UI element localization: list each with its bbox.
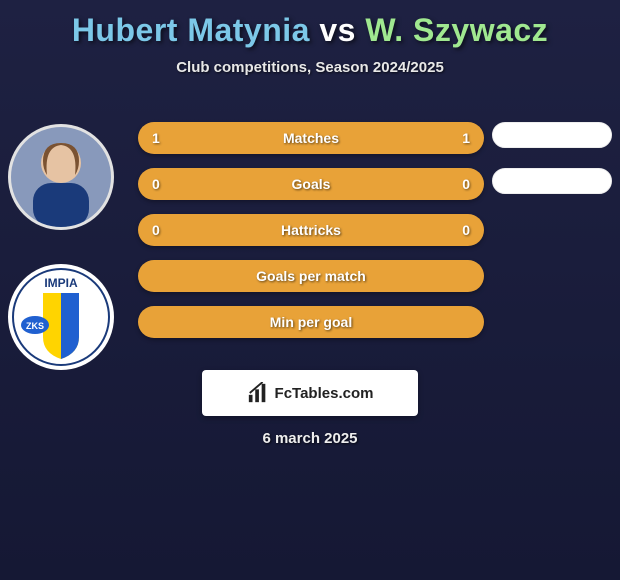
- stats-column: 1 Matches 1 0 Goals 0 0 Hattricks 0 Goal…: [138, 122, 484, 352]
- person-icon: [11, 127, 111, 227]
- subtitle: Club competitions, Season 2024/2025: [0, 59, 620, 76]
- club-crest-icon: IMPIA ZKS: [11, 267, 111, 367]
- stat-label: Goals: [138, 176, 484, 192]
- stat-row-goals-per-match: Goals per match: [138, 260, 484, 292]
- stat-label: Goals per match: [138, 268, 484, 284]
- logo-text: FcTables.com: [275, 385, 374, 402]
- title-player2: W. Szywacz: [365, 12, 548, 48]
- avatars-column: IMPIA ZKS: [8, 124, 118, 404]
- player1-avatar: [8, 124, 114, 230]
- stat-row-matches: 1 Matches 1: [138, 122, 484, 154]
- fctables-logo[interactable]: FcTables.com: [202, 370, 418, 416]
- stat-label: Hattricks: [138, 222, 484, 238]
- pills-column: [492, 122, 612, 214]
- pill-matches: [492, 122, 612, 148]
- pill-goals: [492, 168, 612, 194]
- date-label: 6 march 2025: [0, 430, 620, 447]
- title-player1: Hubert Matynia: [72, 12, 310, 48]
- stat-row-goals: 0 Goals 0: [138, 168, 484, 200]
- stat-row-hattricks: 0 Hattricks 0: [138, 214, 484, 246]
- page-title: Hubert Matynia vs W. Szywacz: [0, 0, 620, 49]
- stat-row-min-per-goal: Min per goal: [138, 306, 484, 338]
- title-vs: vs: [319, 12, 356, 48]
- chart-icon: [247, 382, 269, 404]
- crest-text-left: ZKS: [26, 321, 44, 331]
- stat-label: Matches: [138, 130, 484, 146]
- crest-text-top: IMPIA: [44, 276, 78, 290]
- stat-label: Min per goal: [138, 314, 484, 330]
- player2-avatar: IMPIA ZKS: [8, 264, 114, 370]
